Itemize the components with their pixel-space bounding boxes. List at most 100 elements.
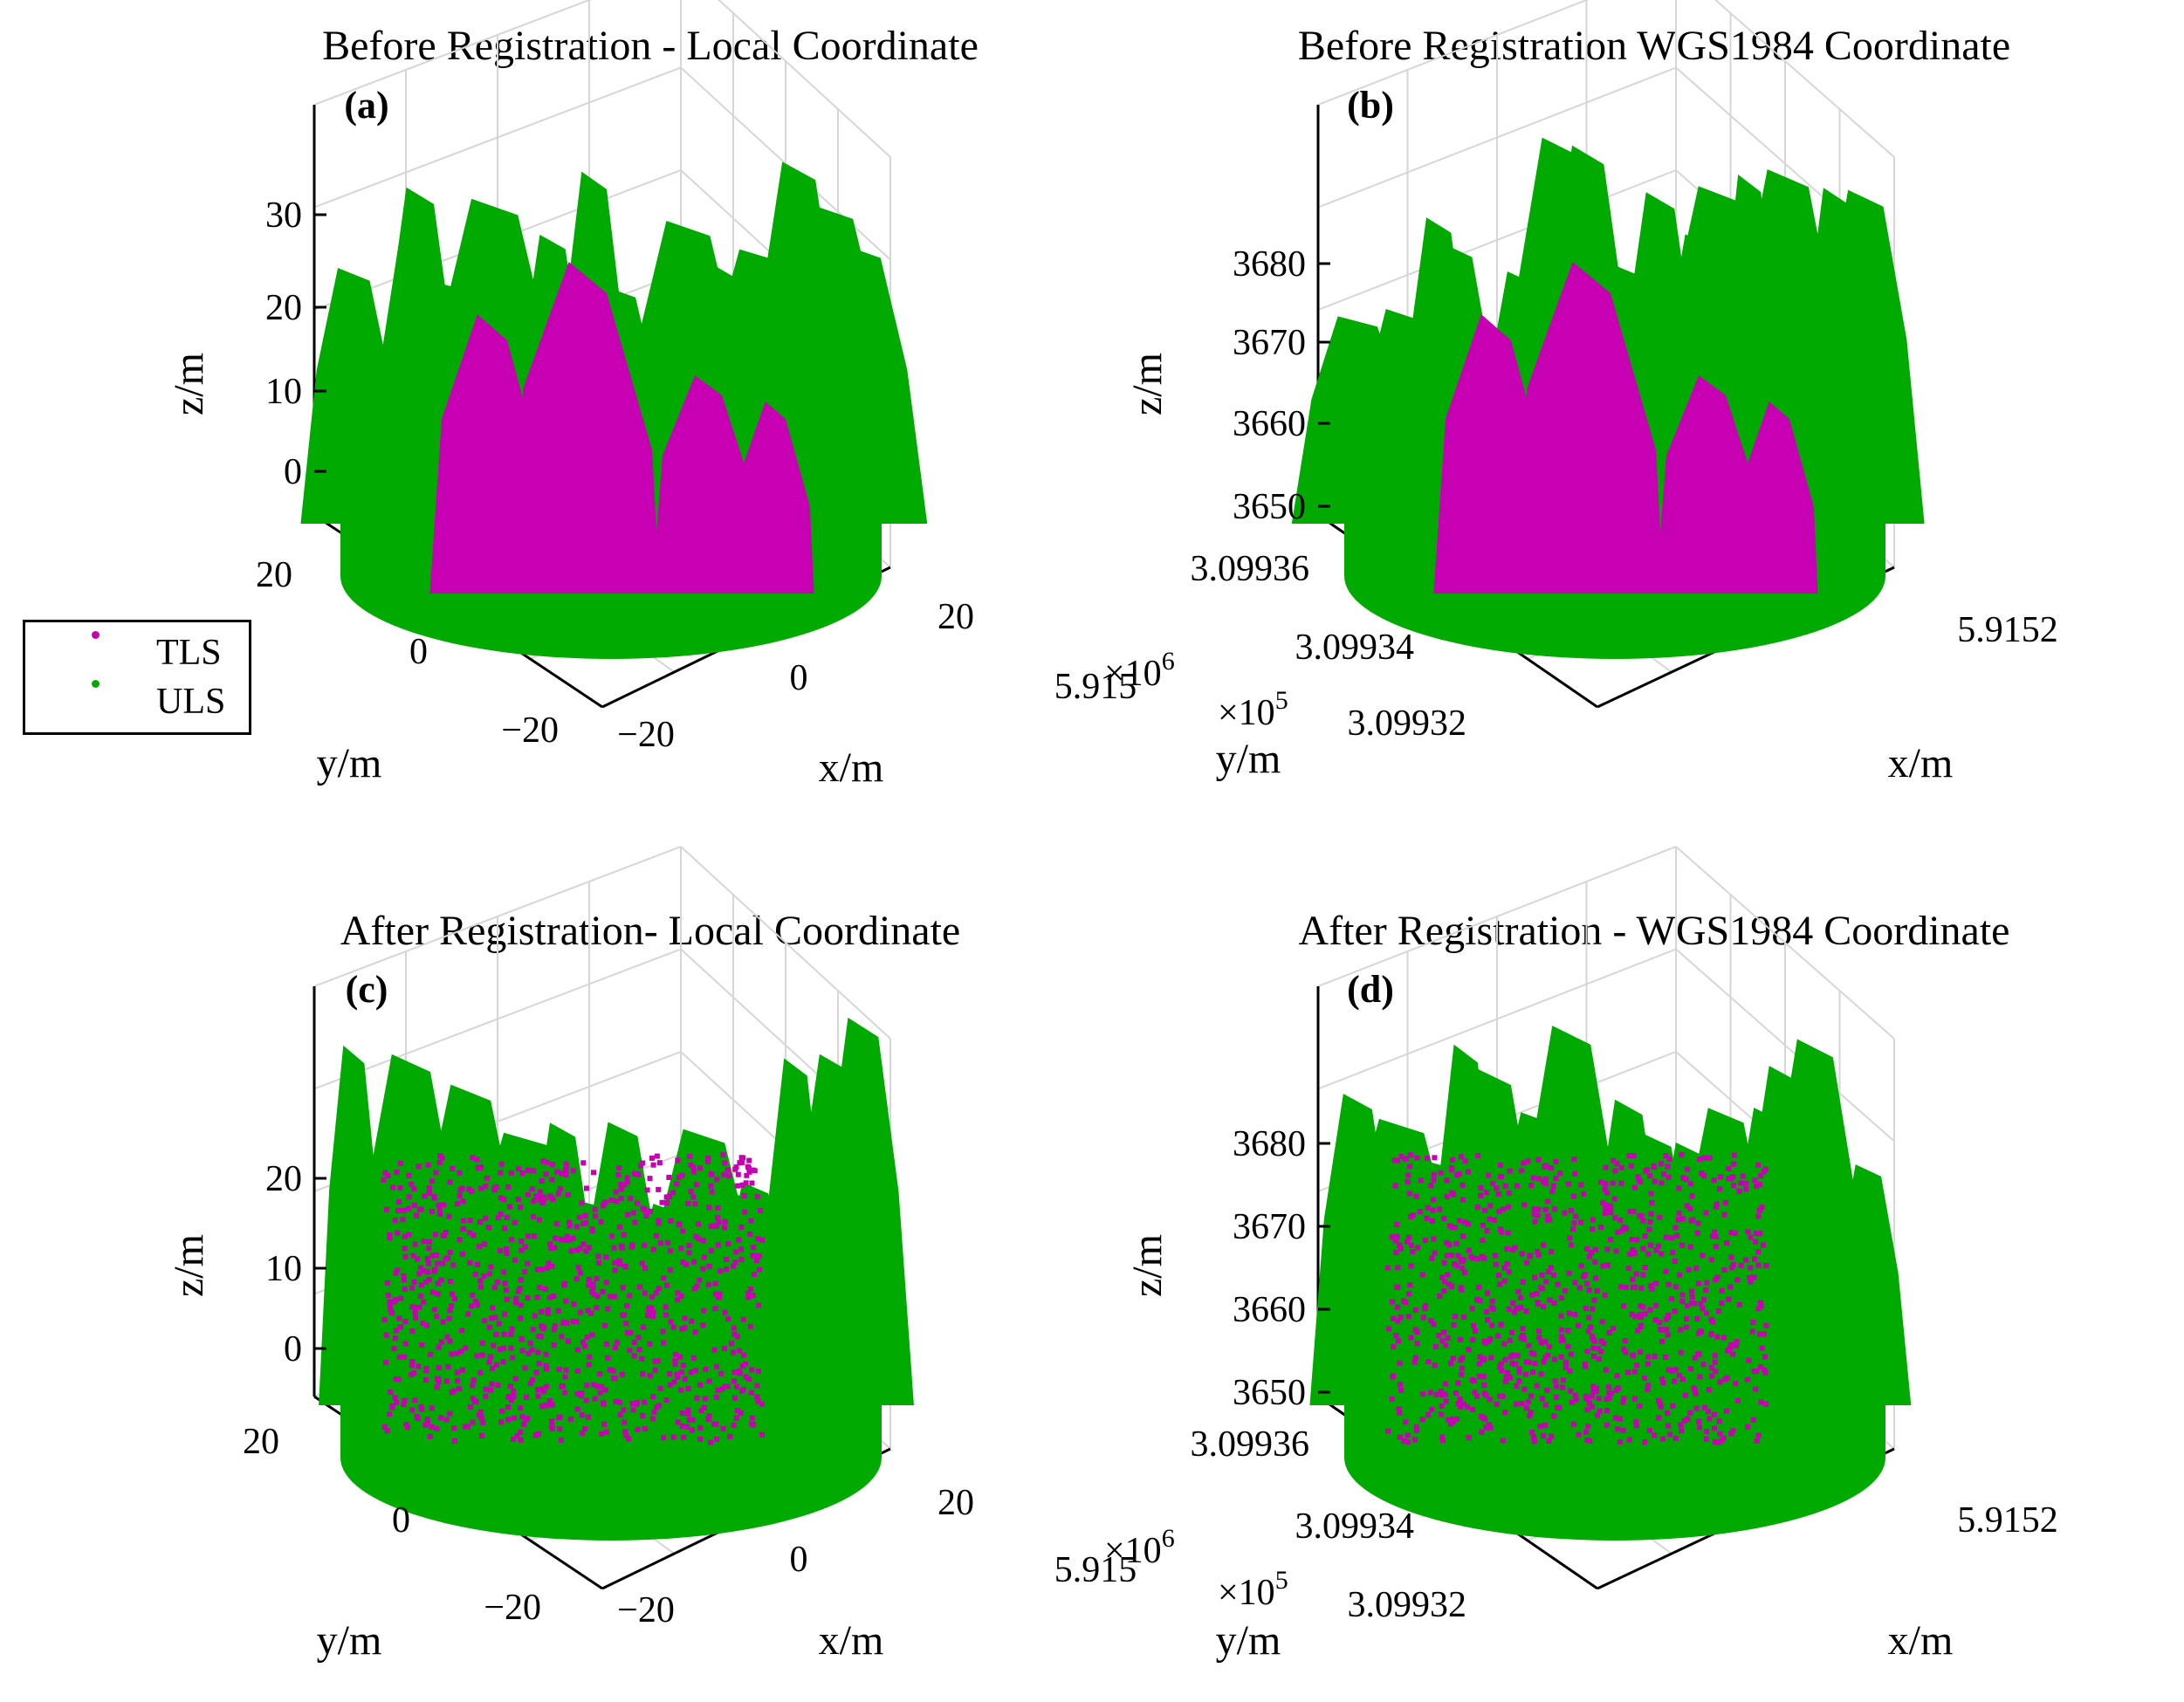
tls-point-c <box>470 1419 476 1425</box>
tls-point-c <box>635 1426 641 1432</box>
tls-point-d <box>1520 1333 1526 1339</box>
tls-point-c <box>694 1283 700 1289</box>
tls-point-c <box>452 1296 458 1302</box>
panel-c: After Registration- Local Coordinate(c)0… <box>166 846 1175 1664</box>
tls-point-d <box>1735 1397 1741 1403</box>
tls-point-c <box>385 1173 391 1179</box>
tls-point-c <box>505 1404 512 1410</box>
tls-point-d <box>1528 1410 1534 1416</box>
tls-point-c <box>715 1204 721 1211</box>
tls-point-d <box>1394 1304 1400 1310</box>
tls-point-d <box>1730 1174 1736 1180</box>
tls-point-d <box>1608 1237 1614 1243</box>
tls-point-d <box>1731 1183 1737 1189</box>
tls-point-d <box>1488 1355 1494 1361</box>
tls-point-d <box>1412 1307 1418 1313</box>
exponent-d: ×105 <box>1218 1566 1288 1613</box>
tls-point-d <box>1597 1349 1604 1355</box>
tls-point-c <box>393 1270 399 1276</box>
tls-point-d <box>1520 1326 1526 1332</box>
tls-point-c <box>461 1218 467 1224</box>
tls-point-c <box>434 1314 440 1320</box>
tls-point-c <box>601 1421 608 1427</box>
tls-point-c <box>519 1414 525 1420</box>
tls-point-d <box>1756 1182 1762 1188</box>
tls-point-d <box>1663 1354 1669 1360</box>
legend-item-uls: ULS <box>25 680 249 724</box>
tls-point-d <box>1599 1319 1605 1325</box>
z-tick-label-a: 10 <box>265 372 302 412</box>
z-tick-label-b: 3670 <box>1233 323 1306 363</box>
tls-point-c <box>546 1260 552 1266</box>
tls-point-c <box>595 1253 601 1259</box>
tls-point-c <box>681 1434 687 1440</box>
tls-point-d <box>1493 1261 1499 1267</box>
tls-point-c <box>720 1426 726 1432</box>
tls-point-d <box>1590 1353 1597 1359</box>
tls-point-c <box>402 1354 408 1360</box>
tls-point-c <box>406 1194 412 1200</box>
tls-point-c <box>749 1415 755 1421</box>
tls-point-c <box>756 1302 762 1308</box>
tls-point-d <box>1625 1266 1631 1272</box>
z-axis-label-a: z/m <box>166 353 212 415</box>
tls-point-c <box>540 1158 546 1164</box>
tls-point-c <box>418 1282 424 1288</box>
tls-point-d <box>1762 1354 1768 1360</box>
tls-point-d <box>1480 1374 1487 1380</box>
tls-point-d <box>1631 1251 1638 1257</box>
uls-tree-c <box>812 1017 914 1405</box>
tls-point-d <box>1549 1188 1556 1194</box>
tls-point-d <box>1754 1184 1760 1190</box>
tls-point-d <box>1714 1334 1720 1340</box>
tls-point-c <box>679 1410 685 1416</box>
tls-point-c <box>747 1231 753 1237</box>
tls-point-d <box>1523 1371 1529 1377</box>
tls-point-d <box>1450 1156 1456 1163</box>
tls-point-c <box>523 1394 529 1400</box>
tls-point-c <box>488 1264 494 1270</box>
tls-point-d <box>1497 1226 1503 1232</box>
tls-point-d <box>1486 1338 1492 1344</box>
tls-point-d <box>1540 1304 1546 1310</box>
tls-point-d <box>1490 1180 1496 1186</box>
tls-point-c <box>543 1366 549 1372</box>
tls-point-d <box>1704 1280 1710 1286</box>
tls-point-c <box>555 1307 561 1314</box>
tls-point-d <box>1446 1223 1453 1229</box>
tls-point-d <box>1571 1421 1577 1427</box>
tls-point-c <box>477 1284 484 1290</box>
tls-point-c <box>751 1245 757 1251</box>
tls-point-d <box>1629 1311 1635 1317</box>
tls-point-c <box>591 1170 597 1176</box>
tls-point-c <box>613 1189 619 1195</box>
tls-point-d <box>1520 1279 1526 1285</box>
tls-point-d <box>1560 1377 1566 1383</box>
tls-point-d <box>1404 1239 1410 1245</box>
tls-point-d <box>1615 1426 1621 1432</box>
tls-point-c <box>533 1193 539 1199</box>
tls-point-c <box>482 1241 488 1247</box>
tls-point-d <box>1477 1298 1483 1304</box>
tls-point-c <box>489 1315 495 1321</box>
tls-point-d <box>1538 1340 1544 1346</box>
tls-point-d <box>1638 1324 1644 1330</box>
tls-point-c <box>498 1346 504 1352</box>
tls-point-c <box>556 1415 562 1421</box>
tls-point-d <box>1612 1168 1618 1174</box>
tls-point-c <box>537 1189 543 1195</box>
tls-point-d <box>1587 1253 1593 1259</box>
tls-point-d <box>1718 1174 1724 1180</box>
tls-point-c <box>712 1291 718 1297</box>
tls-point-c <box>657 1240 663 1246</box>
tls-point-d <box>1612 1215 1618 1221</box>
tls-point-c <box>700 1238 706 1244</box>
tls-point-c <box>745 1376 752 1383</box>
tls-point-c <box>621 1232 627 1238</box>
tls-point-d <box>1462 1219 1468 1225</box>
tls-point-c <box>384 1206 390 1212</box>
tls-point-c <box>402 1397 408 1403</box>
tls-point-c <box>429 1424 435 1430</box>
tls-point-d <box>1601 1341 1607 1347</box>
tls-point-c <box>529 1347 535 1353</box>
